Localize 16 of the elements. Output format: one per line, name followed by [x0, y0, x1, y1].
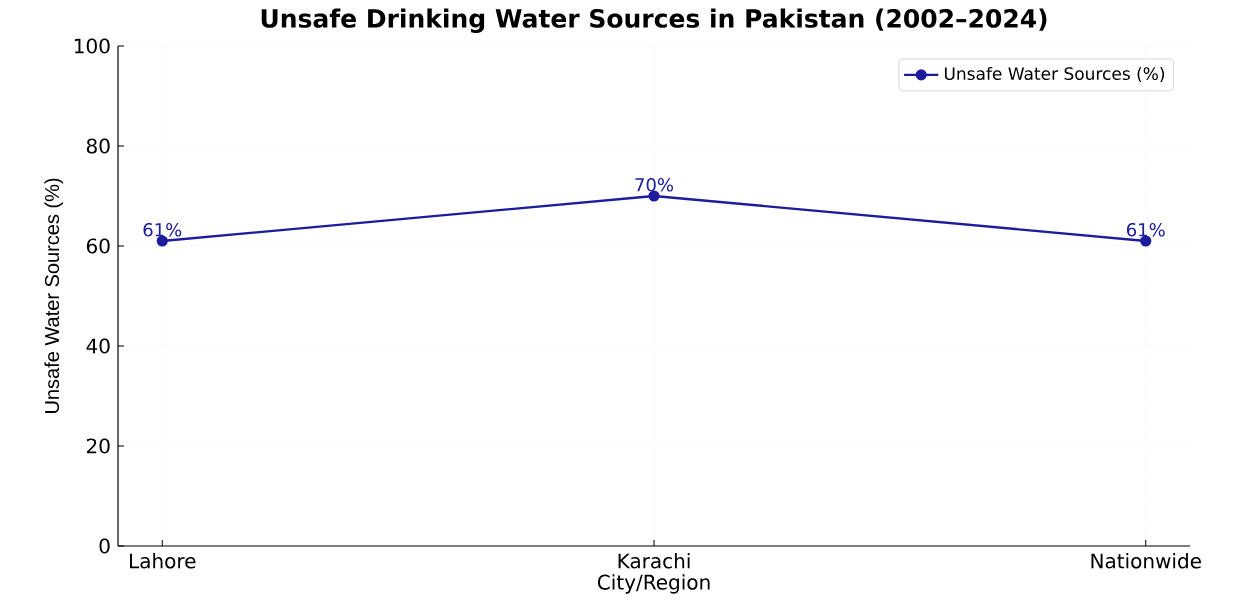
data-label: 70% — [635, 177, 674, 192]
y-tick-label: 60 — [86, 238, 110, 254]
y-tick-label: 40 — [86, 338, 110, 354]
legend-label: Unsafe Water Sources (%) — [944, 66, 1165, 83]
y-tick-label: 20 — [86, 438, 110, 454]
y-tick-label: 80 — [86, 138, 110, 154]
data-label: 61% — [1127, 222, 1165, 237]
x-axis-title: City/Region — [597, 574, 710, 594]
y-tick-label: 100 — [74, 38, 110, 54]
chart-title: Unsafe Drinking Water Sources in Pakistan (2002–2024) — [261, 8, 1047, 33]
y-tick-label: 0 — [99, 538, 110, 554]
x-tick-label: Nationwide — [1091, 553, 1201, 569]
x-tick-label: Karachi — [618, 553, 690, 569]
data-label: 61% — [143, 222, 182, 237]
y-axis-title: Unsafe Water Sources (%) — [44, 178, 64, 413]
x-tick-label: Lahore — [130, 553, 196, 569]
